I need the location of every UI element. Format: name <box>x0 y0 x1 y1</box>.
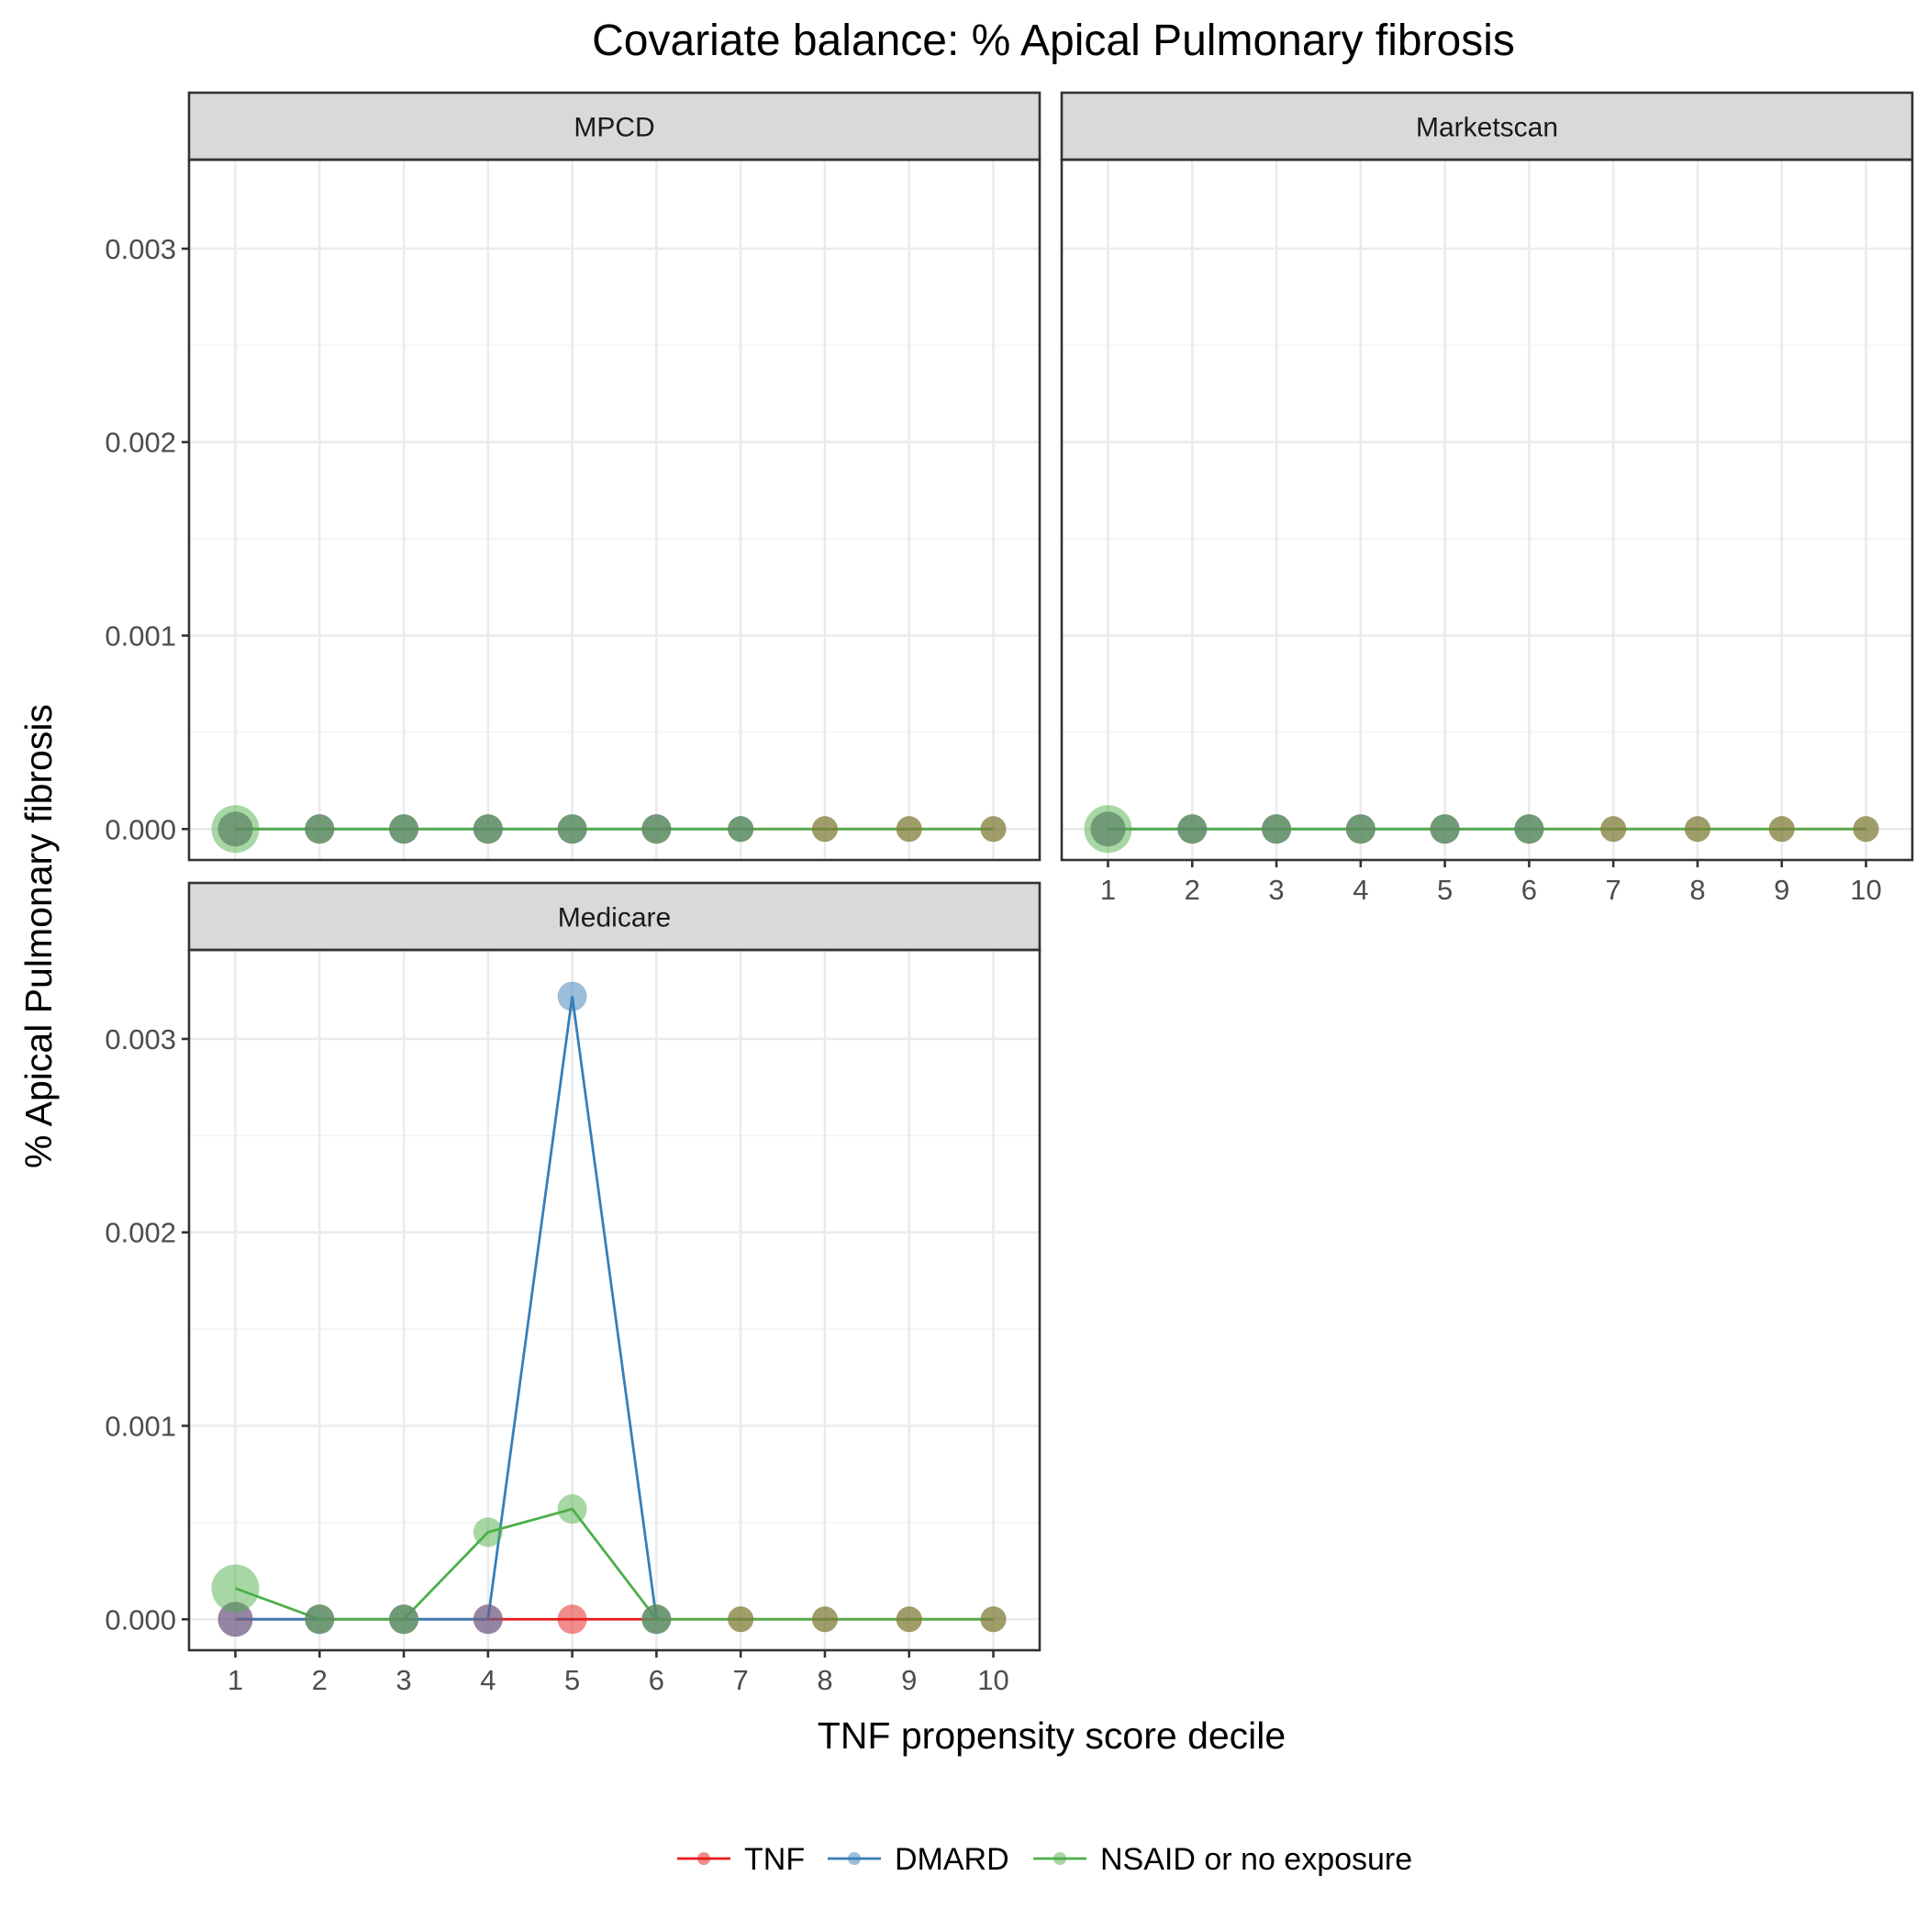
x-tick-label: 5 <box>1437 874 1453 906</box>
data-point <box>728 1606 754 1633</box>
legend-key-point <box>697 1852 710 1865</box>
y-tick-label: 0.000 <box>105 1603 176 1636</box>
data-point <box>728 816 754 843</box>
panel-strip-label: MPCD <box>574 113 654 143</box>
panel-border <box>1060 158 1914 862</box>
panel-border <box>187 158 1041 862</box>
data-point <box>473 1517 503 1547</box>
data-point <box>641 814 672 844</box>
x-tick-label: 2 <box>1185 874 1200 906</box>
panels-layer: MPCD 0.000 0.001 0.002 0.003 Marketscan 1 2 3 4 5 6… <box>105 91 1914 1696</box>
data-point <box>389 814 419 844</box>
data-point <box>211 805 260 854</box>
legend-item-nsaid-or-no-exposure: NSAID or no exposure <box>1033 1842 1412 1877</box>
panel-strip <box>187 91 1041 162</box>
x-tick-label: 1 <box>1100 874 1116 906</box>
legend: TNF DMARD NSAID or no exposure <box>677 1842 1412 1877</box>
panel-strip <box>1060 91 1914 162</box>
legend-label: DMARD <box>895 1842 1009 1877</box>
data-point <box>1600 816 1627 843</box>
legend-key-point <box>1053 1852 1066 1865</box>
data-point <box>811 1606 838 1633</box>
data-point <box>473 814 503 844</box>
data-point <box>980 816 1007 843</box>
x-tick-label: 9 <box>1774 874 1789 906</box>
panel-background <box>1062 160 1912 860</box>
data-point <box>1684 816 1710 843</box>
legend-item-dmard: DMARD <box>828 1842 1009 1877</box>
data-point <box>473 1604 503 1635</box>
legend-label: NSAID or no exposure <box>1100 1842 1412 1877</box>
data-point <box>557 1494 587 1524</box>
panel-medicare: Medicare 0.000 0.001 0.002 0.003 1 2 3 4 5 6 7 8 9 10 <box>105 881 1041 1696</box>
data-point <box>1177 814 1208 844</box>
legend-key-point <box>848 1852 861 1865</box>
x-tick-label: 6 <box>649 1664 664 1696</box>
data-point <box>1853 816 1879 843</box>
x-tick-label: 8 <box>1689 874 1705 906</box>
panel-marketscan: Marketscan 1 2 3 4 5 6 7 8 9 10 <box>1060 91 1914 906</box>
x-tick-label: 4 <box>1353 874 1368 906</box>
x-tick-label: 3 <box>395 1664 411 1696</box>
data-point <box>811 816 838 843</box>
legend-label: TNF <box>744 1842 805 1877</box>
x-tick-label: 8 <box>817 1664 832 1696</box>
y-tick-label: 0.002 <box>105 1217 176 1249</box>
panel-strip <box>187 881 1041 952</box>
y-tick-label: 0.003 <box>105 1023 176 1055</box>
data-point <box>1768 816 1795 843</box>
data-point <box>557 1604 587 1635</box>
x-tick-label: 9 <box>901 1664 917 1696</box>
y-tick-label: 0.002 <box>105 427 176 459</box>
data-point <box>1084 805 1132 854</box>
data-point <box>389 1604 419 1635</box>
y-tick-label: 0.001 <box>105 620 176 653</box>
legend-item-tnf: TNF <box>677 1842 805 1877</box>
data-point <box>896 816 922 843</box>
x-tick-label: 5 <box>564 1664 580 1696</box>
panel-border <box>187 948 1041 1652</box>
y-axis-title: % Apical Pulmonary fibrosis <box>17 704 60 1168</box>
x-tick-label: 10 <box>1850 874 1881 906</box>
x-tick-label: 10 <box>977 1664 1008 1696</box>
series-line-nsaid-or-no-exposure <box>234 1507 994 1621</box>
x-tick-label: 7 <box>733 1664 749 1696</box>
x-tick-label: 6 <box>1521 874 1537 906</box>
data-point <box>305 814 335 844</box>
data-point <box>217 1602 253 1637</box>
data-point <box>305 1604 335 1635</box>
panel-strip-label: Medicare <box>558 903 671 933</box>
data-point <box>1262 814 1292 844</box>
data-point <box>980 1606 1007 1633</box>
y-tick-label: 0.001 <box>105 1411 176 1443</box>
x-tick-label: 7 <box>1606 874 1621 906</box>
chart-title: Covariate balance: % Apical Pulmonary fi… <box>592 17 1515 65</box>
panel-mpcd: MPCD 0.000 0.001 0.002 0.003 <box>105 91 1041 862</box>
data-point <box>1345 814 1376 844</box>
data-point <box>1430 814 1460 844</box>
x-axis-title: TNF propensity score decile <box>818 1714 1286 1757</box>
x-tick-label: 3 <box>1268 874 1284 906</box>
y-tick-label: 0.003 <box>105 233 176 265</box>
data-point <box>1514 814 1544 844</box>
data-point <box>557 981 587 1011</box>
data-point <box>557 814 587 844</box>
x-tick-label: 2 <box>312 1664 328 1696</box>
panel-strip-label: Marketscan <box>1416 113 1558 143</box>
data-point <box>641 1604 672 1635</box>
panel-background <box>189 160 1040 860</box>
y-tick-label: 0.000 <box>105 813 176 845</box>
x-tick-label: 4 <box>480 1664 496 1696</box>
x-tick-label: 1 <box>228 1664 243 1696</box>
data-point <box>211 1564 260 1613</box>
data-point <box>896 1606 922 1633</box>
